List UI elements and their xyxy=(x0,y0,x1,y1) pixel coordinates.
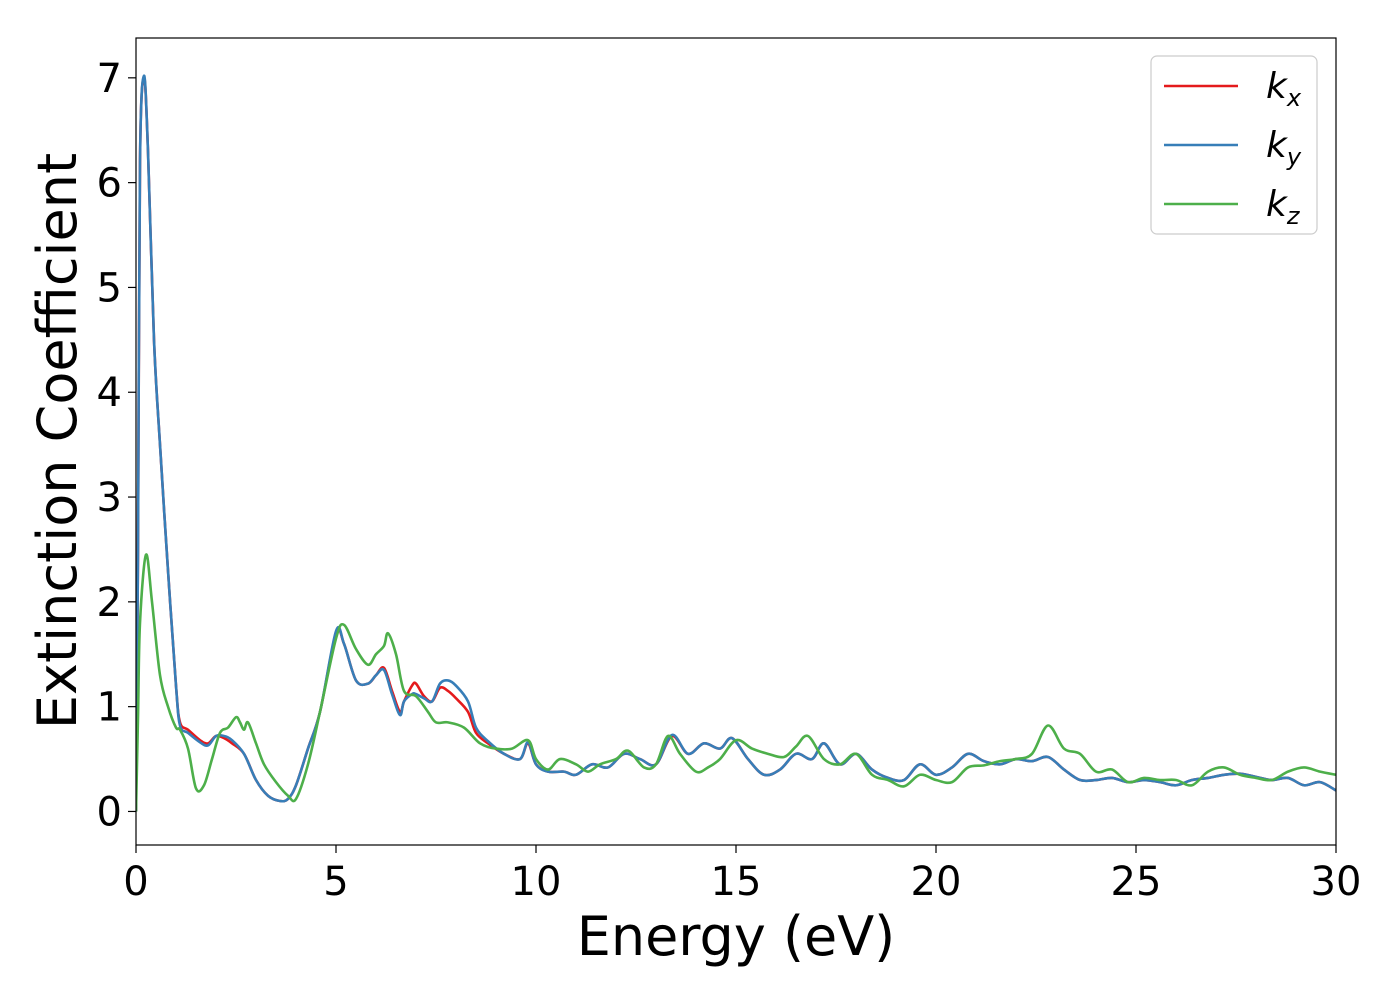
legend-label-x: kx xyxy=(1266,66,1302,112)
y-tick-label: 2 xyxy=(97,580,122,626)
x-tick-label: 15 xyxy=(711,859,762,905)
y-tick-label: 0 xyxy=(97,789,122,835)
plot-area xyxy=(136,38,1336,845)
x-tick-label: 5 xyxy=(323,859,348,905)
x-axis: 0 5 10 15 20 25 30 xyxy=(123,845,1361,905)
series-layer xyxy=(136,74,1336,812)
x-tick-label: 10 xyxy=(511,859,562,905)
y-axis-title: Extinction Coefficient xyxy=(26,153,89,729)
x-tick-label: 20 xyxy=(911,859,962,905)
y-tick-label: 6 xyxy=(97,161,122,207)
x-tick-label: 25 xyxy=(1111,859,1162,905)
series-line-z xyxy=(136,553,1336,812)
y-tick-label: 7 xyxy=(97,56,122,102)
legend: kx ky kz xyxy=(1150,55,1318,235)
legend-label-y: ky xyxy=(1266,125,1302,171)
y-axis: 0 1 2 3 4 5 6 7 xyxy=(97,56,136,835)
y-tick-label: 5 xyxy=(97,265,122,311)
x-axis-title: Energy (eV) xyxy=(577,905,896,968)
x-tick-label: 0 xyxy=(123,859,148,905)
y-tick-label: 3 xyxy=(97,475,122,521)
x-tick-label: 30 xyxy=(1311,859,1362,905)
legend-label-z: kz xyxy=(1266,184,1301,230)
y-tick-label: 4 xyxy=(97,370,122,416)
series-line-y xyxy=(136,74,1336,812)
y-tick-label: 1 xyxy=(97,685,122,731)
